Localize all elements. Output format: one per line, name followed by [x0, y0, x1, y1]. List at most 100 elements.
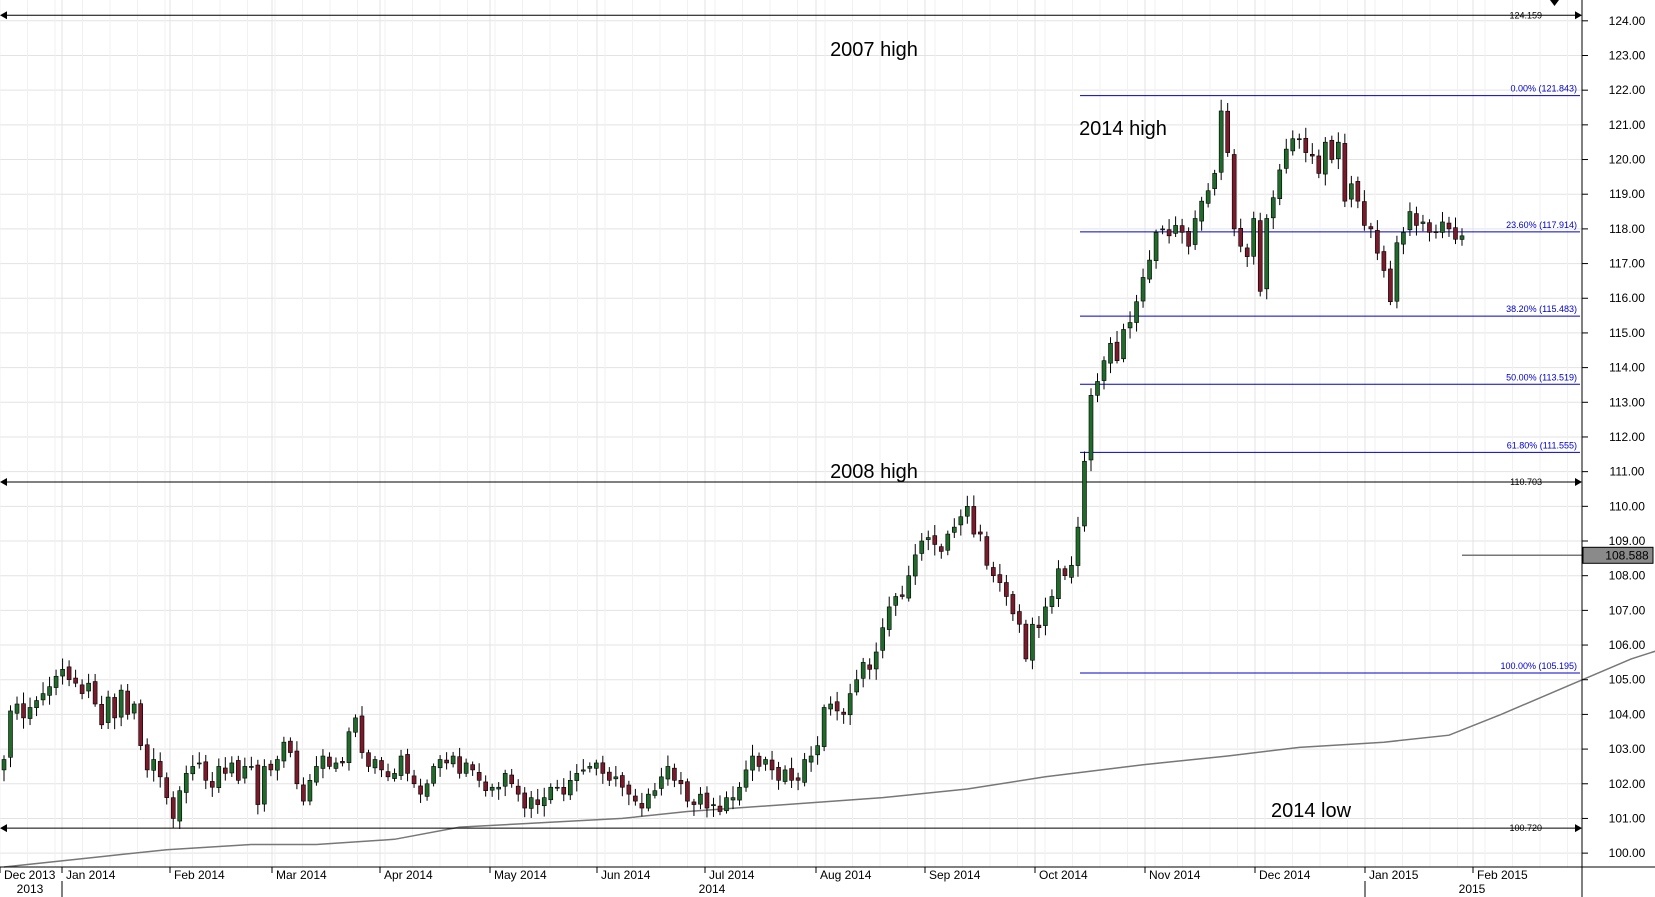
- annotations: 2007 high 2014 high 2008 high 2014 low: [830, 39, 1352, 822]
- y-tick-label: 115.00: [1609, 326, 1645, 340]
- candle-body-down: [1316, 155, 1322, 174]
- candle-body-up: [646, 793, 651, 809]
- candle-body-up: [1127, 322, 1133, 329]
- candle-body-down: [1179, 225, 1185, 233]
- candle-body-down: [938, 546, 944, 552]
- candle-body-down: [1186, 231, 1191, 247]
- candle-body-down: [1414, 213, 1419, 226]
- candle-body-up: [1101, 360, 1107, 381]
- last-value-box: [1582, 546, 1654, 564]
- candle-body-up: [1134, 301, 1139, 323]
- y-tick-label: 108.00: [1609, 569, 1646, 583]
- candle-body-up: [1160, 228, 1165, 231]
- candle-body-up: [34, 700, 39, 709]
- candle-body-up: [372, 759, 378, 769]
- candle-body-up: [1290, 138, 1296, 152]
- candle-body-up: [353, 717, 358, 733]
- candle-body-up: [665, 766, 671, 780]
- candle-body-up: [307, 779, 313, 802]
- candle-body-up: [314, 766, 319, 783]
- candle-body-up: [528, 797, 534, 809]
- candle-body-up: [190, 766, 196, 775]
- candle-body-down: [691, 801, 697, 805]
- candle-body-up: [1192, 218, 1198, 245]
- candle-body-down: [92, 681, 98, 705]
- candle-body-up: [952, 526, 957, 533]
- candle-body-down: [301, 784, 306, 802]
- candle-body-up: [698, 793, 703, 805]
- candle-body-up: [1147, 259, 1152, 280]
- candle-body-up: [281, 741, 287, 762]
- candle-body-up: [437, 759, 443, 769]
- y-tick-label: 111.00: [1610, 465, 1645, 479]
- candle-body-down: [971, 506, 977, 535]
- x-month-label: Jul 2014: [709, 868, 755, 882]
- candle-body-down: [138, 703, 143, 746]
- candle-body-up: [659, 776, 664, 789]
- candle-body-down: [978, 531, 983, 535]
- candle-body-up: [320, 755, 326, 769]
- fib-label: 38.20% (115.483): [1506, 304, 1577, 314]
- candle-body-up: [424, 783, 430, 797]
- candle-body-down: [620, 775, 625, 788]
- candle-body-down: [359, 715, 365, 753]
- candle-body-down: [1368, 226, 1374, 230]
- x-month-label: Dec 2013: [4, 868, 56, 882]
- fib-label: 23.60% (117.914): [1506, 220, 1577, 230]
- candle-body-up: [743, 769, 749, 788]
- candle-body-up: [40, 693, 46, 701]
- candle-body-up: [587, 766, 593, 769]
- candle-body-up: [1264, 218, 1270, 290]
- candle-body-down: [255, 764, 261, 805]
- candle-body-down: [483, 781, 488, 792]
- candle-body-up: [1153, 232, 1159, 261]
- candle-body-down: [1010, 594, 1016, 615]
- candle-body-down: [515, 785, 521, 795]
- x-month-label: May 2014: [494, 868, 547, 882]
- candle-body-down: [1231, 154, 1237, 230]
- candle-body-down: [867, 664, 872, 670]
- candle-body-up: [613, 776, 619, 780]
- candle-body-up: [1056, 568, 1061, 599]
- candle-body-down: [288, 740, 293, 753]
- candle-body-up: [1394, 242, 1400, 302]
- candle-body-down: [717, 805, 723, 812]
- candle-body-down: [236, 760, 241, 781]
- candle-body-down: [157, 761, 163, 778]
- annotation-label: 2014 high: [1079, 118, 1167, 140]
- y-tick-label: 100.00: [1609, 846, 1646, 860]
- candle-body-down: [997, 574, 1003, 583]
- candle-body-up: [196, 762, 202, 765]
- candle-body-down: [1453, 227, 1458, 240]
- y-tick-label: 113.00: [1609, 395, 1645, 409]
- candle-body-down: [685, 781, 690, 802]
- candle-body-up: [1049, 596, 1055, 607]
- x-month-label: Feb 2014: [174, 868, 225, 882]
- candle-body-up: [275, 759, 280, 771]
- candle-body-up: [242, 766, 248, 779]
- candle-body-up: [763, 759, 768, 765]
- level-arrow-right: [1575, 477, 1582, 486]
- candle-body-up: [47, 686, 52, 696]
- candle-body-down: [1257, 220, 1263, 292]
- candle-body-up: [886, 606, 892, 630]
- candle-body-up: [392, 773, 397, 779]
- level-label: 100.720: [1509, 823, 1542, 833]
- candle-body-down: [1062, 568, 1068, 576]
- y-tick-label: 106.00: [1609, 638, 1646, 652]
- candle-body-down: [1166, 229, 1172, 237]
- candle-body-up: [1, 759, 7, 771]
- candle-body-up: [1270, 197, 1276, 219]
- candle-body-up: [958, 516, 964, 526]
- candle-body-up: [554, 786, 560, 789]
- x-year-label: 2013: [17, 882, 44, 896]
- candle-body-up: [912, 554, 918, 577]
- candle-body-up: [580, 769, 586, 772]
- candle-body-down: [1309, 153, 1315, 157]
- candle-body-down: [73, 677, 78, 684]
- candle-body-up: [1082, 460, 1087, 527]
- y-tick-label: 114.00: [1609, 361, 1645, 375]
- candle-body-up: [906, 575, 912, 599]
- candle-body-down: [125, 690, 130, 715]
